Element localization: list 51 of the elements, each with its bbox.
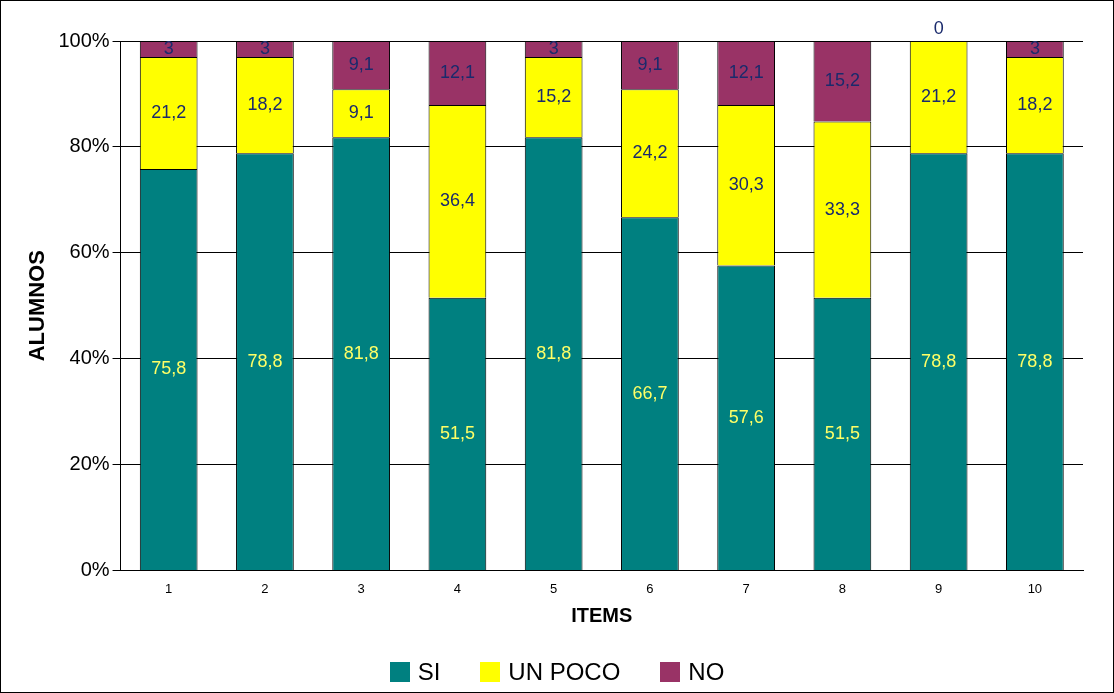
data-label: 78,8 [247,350,283,371]
data-label: 9,1 [348,54,374,75]
data-label: 18,2 [247,94,283,115]
data-label: 9,1 [348,102,374,123]
x-tick-label: 9 [935,580,943,596]
x-tick-label: 10 [1027,580,1043,596]
data-label: 12,1 [439,62,475,82]
data-label: 30,3 [728,174,764,195]
data-label: 9,1 [637,54,663,75]
data-label: 36,4 [439,190,475,211]
data-label: 21,2 [151,101,187,122]
y-axis-title: ALUMNOS [24,250,50,362]
data-label: 75,8 [151,358,187,379]
data-label: 78,8 [1017,350,1053,371]
data-label: 33,3 [824,198,860,219]
data-label: 21,2 [921,86,957,107]
y-tick-label: 100% [58,28,110,51]
data-label: 57,6 [728,406,764,427]
data-label: 51,5 [439,422,475,443]
data-label: 81,8 [343,342,379,363]
x-tick-label: 1 [165,580,173,596]
data-label: 0 [933,17,944,38]
x-tick-label: 2 [261,580,269,596]
data-label: 51,5 [824,422,860,443]
x-tick-label: 7 [742,580,750,596]
y-tick-label: 80% [69,134,110,157]
data-label: 3 [1029,37,1040,58]
legend-label: UN POCO [508,658,621,686]
data-label: 3 [163,37,174,58]
data-label: 12,1 [728,62,764,82]
y-tick-label: 0% [80,557,110,580]
legend-label: SI [417,658,441,686]
x-tick-label: 5 [550,580,558,596]
legend-label: NO [688,658,725,686]
data-label: 18,2 [1017,94,1053,115]
y-tick-label: 20% [69,452,110,475]
y-tick-label: 60% [69,240,110,263]
data-label: 81,8 [536,342,572,363]
x-tick-label: 6 [646,580,654,596]
x-axis-title: ITEMS [571,603,633,626]
x-tick-label: 4 [453,580,462,596]
x-tick-label: 3 [357,580,365,596]
y-tick-label: 40% [69,346,110,369]
data-label: 15,2 [536,86,572,107]
data-label: 78,8 [921,350,957,371]
data-label: 15,2 [824,70,860,91]
data-label: 66,7 [632,382,668,403]
data-label: 24,2 [632,142,668,163]
data-label: 3 [548,37,559,58]
data-label: 3 [259,37,270,58]
x-tick-label: 8 [838,580,847,596]
